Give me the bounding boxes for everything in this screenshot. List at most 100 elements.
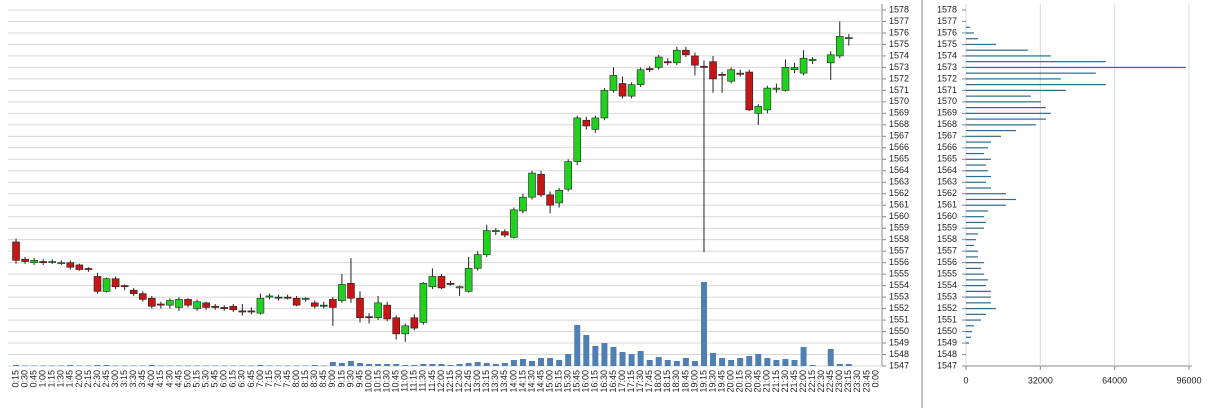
x-tick-label: 6:30 bbox=[237, 370, 247, 388]
candle-body bbox=[727, 69, 735, 82]
candle-body bbox=[763, 87, 772, 111]
volume-bar bbox=[556, 360, 563, 366]
profile-bar bbox=[966, 147, 988, 149]
profile-bar bbox=[966, 204, 1006, 206]
x-tick-label: 0:30 bbox=[19, 370, 29, 388]
candle-body bbox=[419, 283, 428, 323]
volume-bar bbox=[610, 347, 617, 366]
y-tick-label: 1576 bbox=[889, 27, 909, 37]
x-tick-label: 8:30 bbox=[309, 370, 319, 388]
profile-bar bbox=[966, 227, 984, 229]
volume-bar bbox=[773, 360, 780, 366]
volume-bar bbox=[646, 360, 653, 366]
x-tick-label: 0:00 bbox=[870, 370, 880, 388]
x-tick-label: 1:30 bbox=[56, 370, 66, 388]
candle-body bbox=[682, 49, 690, 56]
x-tick-label: 23:15 bbox=[843, 370, 853, 393]
candle-body bbox=[700, 65, 708, 68]
volume-bar bbox=[248, 365, 255, 366]
y-tick-label: 1562 bbox=[937, 188, 957, 198]
volume-bar bbox=[827, 349, 834, 366]
volume-bar bbox=[710, 353, 717, 366]
x-tick-label: 17:00 bbox=[617, 370, 627, 393]
profile-bar bbox=[966, 273, 984, 275]
x-tick-label: 14:15 bbox=[517, 370, 527, 393]
x-tick-label: 7:15 bbox=[264, 370, 274, 388]
x-tick-label: 3:30 bbox=[128, 370, 138, 388]
x-tick-label: 2:15 bbox=[83, 370, 93, 388]
y-tick-label: 1552 bbox=[937, 303, 957, 313]
volume-bar bbox=[284, 365, 291, 366]
x-tick-label: 11:00 bbox=[400, 370, 410, 392]
x-tick-label: 21:15 bbox=[771, 370, 781, 393]
x-tick-label: 9:45 bbox=[354, 370, 364, 388]
candle-body bbox=[781, 67, 790, 91]
y-tick-label: 1554 bbox=[937, 280, 957, 290]
candle-body bbox=[410, 317, 419, 329]
candle-body bbox=[790, 67, 799, 71]
volume-bar bbox=[384, 364, 391, 366]
x-tick-label: 12:30 bbox=[454, 370, 464, 393]
x-tick-label: 15:45 bbox=[572, 370, 582, 393]
profile-bar bbox=[966, 302, 991, 304]
x-tick-label: 9:30 bbox=[345, 370, 355, 388]
candle-body bbox=[491, 230, 500, 232]
candle-body bbox=[211, 305, 219, 308]
volume-bar bbox=[719, 358, 726, 366]
candle-body bbox=[618, 83, 627, 97]
x-tick-label: 13:00 bbox=[472, 370, 482, 393]
candle-body bbox=[347, 283, 355, 299]
y-tick-label: 1573 bbox=[889, 62, 909, 72]
volume-bar bbox=[257, 365, 264, 366]
candle-body bbox=[673, 49, 681, 64]
profile-bar bbox=[966, 26, 970, 28]
volume-bar bbox=[67, 365, 74, 366]
volume-bar bbox=[538, 358, 545, 366]
y-tick-label: 1565 bbox=[889, 154, 909, 164]
y-tick-label: 1560 bbox=[937, 211, 957, 221]
candle-body bbox=[283, 296, 292, 299]
volume-bar bbox=[547, 358, 554, 366]
y-tick-label: 1564 bbox=[889, 165, 909, 175]
x-tick-label: 0:45 bbox=[29, 370, 39, 388]
profile-bar bbox=[966, 325, 974, 327]
x-tick-label: 3:00 bbox=[110, 370, 120, 388]
y-tick-label: 1561 bbox=[937, 200, 957, 210]
profile-bar bbox=[966, 38, 978, 40]
y-tick-label: 1563 bbox=[889, 177, 909, 187]
x-tick-label: 12:45 bbox=[463, 370, 473, 393]
x-tick-label: 13:30 bbox=[490, 370, 500, 393]
profile-bar bbox=[966, 233, 978, 235]
x-tick-label: 18:15 bbox=[662, 370, 672, 393]
volume-bar bbox=[420, 364, 427, 366]
x-tick-label: 7:30 bbox=[273, 370, 283, 388]
profile-bar bbox=[966, 89, 1066, 91]
candle-body bbox=[627, 84, 636, 97]
x-tick-label: 6:45 bbox=[246, 370, 256, 388]
volume-bar bbox=[673, 361, 680, 366]
x-tick-label: 17:45 bbox=[644, 370, 654, 393]
candle-body bbox=[754, 106, 763, 114]
candle-body bbox=[528, 172, 536, 198]
candle-body bbox=[482, 230, 491, 255]
volume-bar bbox=[203, 365, 210, 366]
profile-bar bbox=[966, 49, 1028, 51]
candle-body bbox=[826, 54, 835, 64]
y-tick-label: 1547 bbox=[937, 360, 957, 370]
x-tick-label: 12:00 bbox=[436, 370, 446, 393]
x-tick-label: 4:30 bbox=[164, 370, 174, 388]
y-tick-label: 1558 bbox=[889, 234, 909, 244]
volume-bar bbox=[438, 364, 445, 366]
volume-bar bbox=[239, 365, 246, 366]
y-tick-label: 1569 bbox=[889, 108, 909, 118]
volume-bar bbox=[375, 364, 382, 366]
volume-bar bbox=[212, 365, 219, 366]
y-tick-label: 1572 bbox=[937, 73, 957, 83]
y-tick-label: 1551 bbox=[937, 314, 957, 324]
candle-body bbox=[555, 189, 563, 204]
profile-bar bbox=[966, 72, 1096, 74]
x-tick-label: 2:30 bbox=[92, 370, 102, 388]
x-tick-label: 1:45 bbox=[65, 370, 75, 388]
profile-bar bbox=[966, 152, 984, 155]
